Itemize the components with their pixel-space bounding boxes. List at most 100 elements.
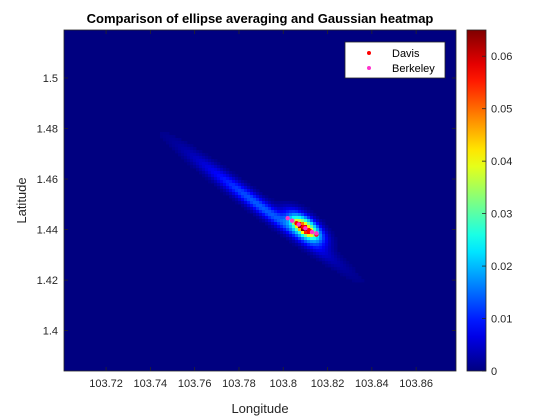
- heatmap-cell: [205, 168, 209, 172]
- heatmap-cell: [313, 243, 317, 247]
- heatmap-cell: [175, 141, 179, 145]
- heatmap-cell: [343, 267, 347, 271]
- heatmap-cell: [337, 258, 341, 262]
- heatmap-cell: [319, 225, 323, 229]
- heatmap-cell: [211, 162, 215, 166]
- heatmap-cell: [307, 240, 311, 244]
- heatmap-cell: [214, 162, 218, 166]
- heatmap-cell: [295, 237, 299, 241]
- heatmap-cell: [208, 174, 212, 178]
- heatmap-cell: [277, 228, 281, 232]
- heatmap-cell: [172, 141, 176, 145]
- heatmap-cell: [361, 279, 365, 283]
- heatmap-cell: [223, 165, 227, 169]
- heatmap-cell: [334, 258, 338, 262]
- heatmap-cell: [223, 186, 227, 190]
- heatmap-cell: [298, 231, 302, 235]
- heatmap-cell: [289, 216, 293, 220]
- heatmap-cell: [193, 156, 197, 160]
- heatmap-cell: [280, 219, 284, 223]
- heatmap-cell: [337, 255, 341, 259]
- heatmap-cell: [307, 225, 311, 229]
- heatmap-cell: [277, 201, 281, 205]
- heatmap-cell: [337, 270, 341, 274]
- heatmap-cell: [322, 222, 326, 226]
- heatmap-cell: [325, 243, 329, 247]
- heatmap-cell: [292, 204, 296, 208]
- heatmap-cell: [202, 159, 206, 163]
- heatmap-cell: [349, 267, 353, 271]
- heatmap-cell: [316, 243, 320, 247]
- heatmap-cell: [280, 204, 284, 208]
- heatmap-cell: [292, 213, 296, 217]
- heatmap-cell: [247, 192, 251, 196]
- heatmap-cell: [274, 228, 278, 232]
- heatmap-cell: [298, 219, 302, 223]
- heatmap-cell: [322, 246, 326, 250]
- heatmap-cell: [283, 219, 287, 223]
- heatmap-cell: [259, 219, 263, 223]
- heatmap-cell: [283, 204, 287, 208]
- heatmap-cell: [280, 225, 284, 229]
- heatmap-cell: [235, 192, 239, 196]
- heatmap-cell: [304, 213, 308, 217]
- heatmap-cell: [241, 201, 245, 205]
- heatmap-cell: [316, 228, 320, 232]
- legend-label: Berkeley: [392, 63, 435, 75]
- heatmap-cell: [217, 168, 221, 172]
- heatmap-cell: [265, 207, 269, 211]
- heatmap-cell: [205, 159, 209, 163]
- heatmap-cell: [274, 210, 278, 214]
- heatmap-cell: [208, 171, 212, 175]
- heatmap-cell: [256, 210, 260, 214]
- heatmap-cell: [214, 174, 218, 178]
- heatmap-cell: [193, 165, 197, 169]
- heatmap-cell: [196, 156, 200, 160]
- heatmap-cell: [304, 222, 308, 226]
- heatmap-cell: [286, 234, 290, 238]
- heatmap-cell: [220, 171, 224, 175]
- heatmap-cell: [256, 189, 260, 193]
- heatmap-cell: [226, 177, 230, 181]
- heatmap-cell: [232, 180, 236, 184]
- heatmap-cell: [328, 246, 332, 250]
- y-tick-label: 1.48: [37, 124, 58, 136]
- scatter-markers: [285, 215, 319, 237]
- heatmap-cell: [247, 198, 251, 202]
- heatmap-cell: [325, 228, 329, 232]
- heatmap-cell: [295, 243, 299, 247]
- heatmap-cell: [202, 174, 206, 178]
- heatmap-cell: [292, 228, 296, 232]
- heatmap-cell: [259, 207, 263, 211]
- heatmap-cell: [289, 234, 293, 238]
- heatmap-cell: [238, 183, 242, 187]
- heatmap-cell: [352, 276, 356, 280]
- heatmap-cell: [274, 219, 278, 223]
- heatmap-cell: [208, 156, 212, 160]
- heatmap-cell: [319, 243, 323, 247]
- heatmap-cell: [280, 216, 284, 220]
- heatmap-cell: [274, 213, 278, 217]
- heatmap-cell: [283, 222, 287, 226]
- heatmap-cell: [301, 231, 305, 235]
- heatmap-cell: [214, 177, 218, 181]
- heatmap-cell: [232, 174, 236, 178]
- heatmap-cell: [313, 252, 317, 256]
- heatmap-cell: [319, 249, 323, 253]
- heatmap-cell: [313, 219, 317, 223]
- heatmap-cell: [322, 225, 326, 229]
- heatmap-cell: [226, 174, 230, 178]
- heatmap-cell: [268, 216, 272, 220]
- heatmap-cell: [220, 168, 224, 172]
- heatmap-cell: [241, 198, 245, 202]
- heatmap-cell: [349, 264, 353, 268]
- heatmap-cell: [325, 225, 329, 229]
- heatmap-cell: [298, 246, 302, 250]
- heatmap-cell: [220, 183, 224, 187]
- heatmap-cell: [178, 147, 182, 151]
- heatmap-cell: [244, 189, 248, 193]
- heatmap-cell: [247, 207, 251, 211]
- heatmap-cell: [307, 243, 311, 247]
- heatmap-cell: [199, 159, 203, 163]
- heatmap-cell: [304, 234, 308, 238]
